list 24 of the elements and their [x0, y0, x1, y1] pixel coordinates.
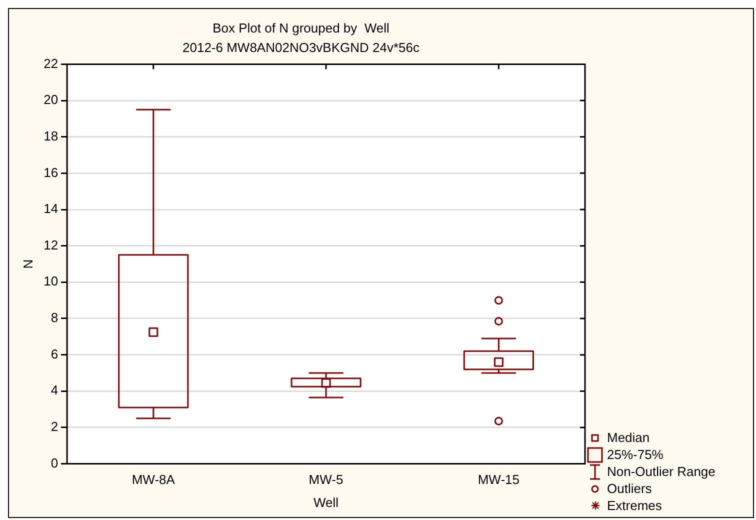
y-tick-label: 6	[50, 346, 58, 362]
y-tick-label: 14	[44, 201, 58, 216]
text: Non-Outlier Range	[607, 464, 716, 479]
text: 25%-75%	[607, 447, 664, 462]
chart-title: Box Plot of N grouped by Well	[212, 20, 390, 36]
x-tick-label: MW-15	[478, 472, 520, 488]
y-tick-label: 20	[44, 92, 58, 108]
y-tick-label: 0	[50, 455, 58, 470]
y-tick-label: 8	[50, 310, 58, 326]
y-axis-title: N	[20, 259, 36, 269]
x-tick-label: MW-5	[308, 472, 344, 488]
text: Median	[607, 430, 650, 445]
y-tick-label: 16	[44, 164, 58, 180]
y-tick-label: 22	[44, 56, 58, 71]
y-tick-label: 10	[44, 274, 58, 289]
y-tick-label: 2	[50, 419, 58, 434]
y-tick-label: 18	[44, 128, 58, 144]
y-tick-label: 12	[44, 237, 58, 252]
x-axis-title: Well	[314, 494, 339, 510]
text: Outliers	[607, 481, 652, 496]
y-tick-label: 4	[50, 382, 58, 398]
chart-subtitle: 2012-6 MW8AN02NO3vBKGND 24v*56c	[182, 40, 420, 55]
text: Extremes	[607, 498, 662, 513]
x-tick-label: MW-8A	[132, 472, 176, 488]
